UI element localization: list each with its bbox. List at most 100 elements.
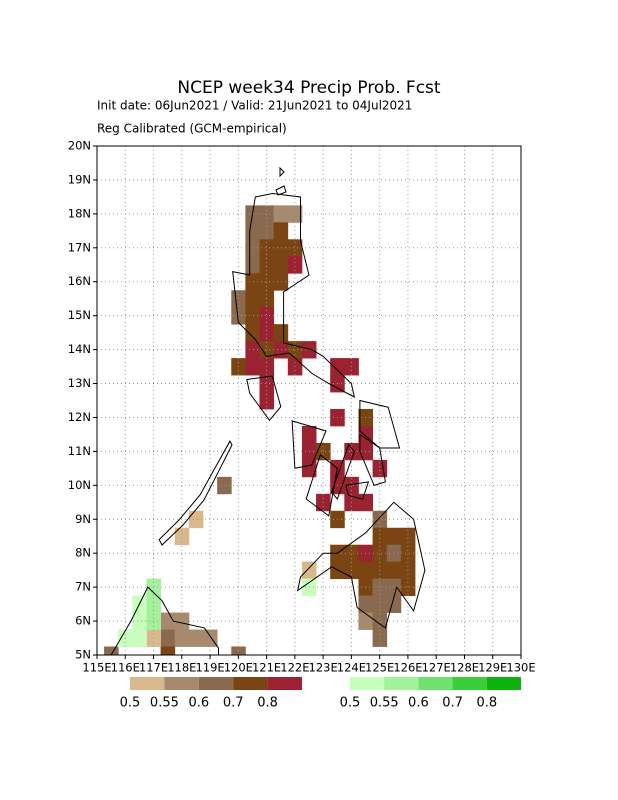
coastline xyxy=(232,192,356,398)
coastline xyxy=(331,443,355,500)
x-tick-label: 124E xyxy=(337,661,366,675)
dry-cell xyxy=(245,273,260,291)
coastline xyxy=(275,166,287,196)
y-tick-label: 12N xyxy=(68,410,91,424)
x-tick-label: 117E xyxy=(139,661,168,675)
legend-swatch xyxy=(452,677,487,690)
x-tick-label: 130E xyxy=(506,661,535,675)
map-title: NCEP week34 Precip Prob. Fcst xyxy=(177,78,441,98)
dry-cell xyxy=(330,358,345,376)
coastlines xyxy=(110,166,426,655)
y-tick-label: 7N xyxy=(75,580,91,594)
dry-cell xyxy=(287,239,303,257)
dry-cell xyxy=(245,222,260,240)
dry-cell xyxy=(372,612,388,630)
legend-label: 0.8 xyxy=(257,696,278,711)
wet-cell xyxy=(132,612,147,630)
x-tick-label: 121E xyxy=(252,661,281,675)
wet-cell xyxy=(132,629,147,647)
y-tick-label: 9N xyxy=(75,512,91,526)
dry-cell xyxy=(358,561,373,580)
dry-cell xyxy=(358,595,373,613)
dry-cell xyxy=(273,273,289,291)
cell-layer xyxy=(104,205,416,655)
legend-label: 0.5 xyxy=(340,696,361,711)
y-tick-label: 14N xyxy=(68,342,91,356)
dry-cell xyxy=(386,561,402,580)
dry-cell xyxy=(372,578,388,597)
dry-cell xyxy=(386,527,402,546)
legend-swatch xyxy=(233,677,268,690)
dry-cell xyxy=(188,510,204,529)
legend-swatch xyxy=(198,677,234,690)
wet-cell xyxy=(146,595,161,613)
legend-label: 0.55 xyxy=(370,696,399,711)
y-tick-label: 18N xyxy=(68,206,91,220)
dry-cell xyxy=(259,222,275,240)
dry-cell xyxy=(259,324,275,342)
y-tick-label: 20N xyxy=(68,139,91,153)
dry-cell xyxy=(160,646,176,655)
dry-cell xyxy=(400,578,416,597)
y-tick-label: 11N xyxy=(68,444,91,458)
dry-cell xyxy=(273,324,289,342)
dry-cell xyxy=(259,341,275,359)
dry-cell xyxy=(245,290,260,308)
dry-cell xyxy=(104,646,119,655)
legend-label: 0.5 xyxy=(120,696,141,711)
x-tick-label: 118E xyxy=(167,661,196,675)
dry-cell xyxy=(344,476,359,495)
y-tick-label: 15N xyxy=(68,308,91,322)
plot-frame xyxy=(96,145,522,656)
x-tick-label: 129E xyxy=(478,661,507,675)
dry-cell xyxy=(273,239,289,257)
legend-label: 0.6 xyxy=(408,696,429,711)
y-tick-label: 10N xyxy=(68,478,91,492)
dry-cell xyxy=(372,510,388,529)
x-tick-label: 122E xyxy=(280,661,309,675)
y-tick-label: 13N xyxy=(68,376,91,390)
subtitle: Init date: 06Jun2021 / Valid: 21Jun2021 … xyxy=(97,99,412,113)
dry-cell xyxy=(259,307,275,325)
dry-cell xyxy=(287,341,303,359)
legend-label: 0.7 xyxy=(223,696,244,711)
dry-cell xyxy=(259,375,275,393)
dry-cell xyxy=(259,273,275,291)
dry-cell xyxy=(301,425,317,444)
y-tick-label: 16N xyxy=(68,274,91,288)
dry-cell xyxy=(400,527,416,546)
coastline xyxy=(345,481,370,500)
legend-label: 0.7 xyxy=(442,696,463,711)
dry-cell xyxy=(273,256,289,274)
dry-cell xyxy=(259,392,275,410)
dry-cell xyxy=(245,239,260,257)
x-tick-label: 126E xyxy=(393,661,422,675)
dry-cell xyxy=(245,324,260,342)
dry-cell xyxy=(273,222,289,240)
dry-cell xyxy=(287,256,303,274)
coastline xyxy=(359,433,386,487)
dry-cell xyxy=(301,459,317,478)
coastline xyxy=(158,440,233,546)
dry-cell xyxy=(358,493,373,512)
dry-cell xyxy=(245,256,260,274)
dry-cell xyxy=(372,595,388,613)
x-tick-label: 116E xyxy=(111,661,140,675)
dry-cell xyxy=(400,544,416,563)
coastline xyxy=(246,375,282,422)
y-tick-label: 19N xyxy=(68,172,91,186)
legend-label: 0.8 xyxy=(476,696,497,711)
legend-swatch xyxy=(267,677,302,690)
x-tick-label: 125E xyxy=(365,661,394,675)
x-tick-label: 127E xyxy=(422,661,451,675)
dry-cell xyxy=(259,256,275,274)
legend-label: 0.6 xyxy=(188,696,209,711)
legend-swatch xyxy=(486,677,521,690)
dry-cell xyxy=(273,205,289,223)
dry-cell xyxy=(188,629,204,647)
dry-cell xyxy=(259,239,275,257)
subtitle: Reg Calibrated (GCM-empirical) xyxy=(97,122,287,136)
x-tick-label: 120E xyxy=(224,661,253,675)
legend-swatch xyxy=(384,677,419,690)
